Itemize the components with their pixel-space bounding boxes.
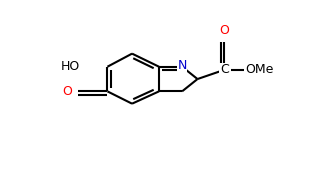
- Text: OMe: OMe: [245, 63, 274, 76]
- Text: HO: HO: [60, 60, 80, 73]
- Text: O: O: [62, 85, 72, 98]
- Text: O: O: [220, 24, 230, 37]
- Text: C: C: [220, 63, 229, 76]
- Text: N: N: [177, 60, 187, 73]
